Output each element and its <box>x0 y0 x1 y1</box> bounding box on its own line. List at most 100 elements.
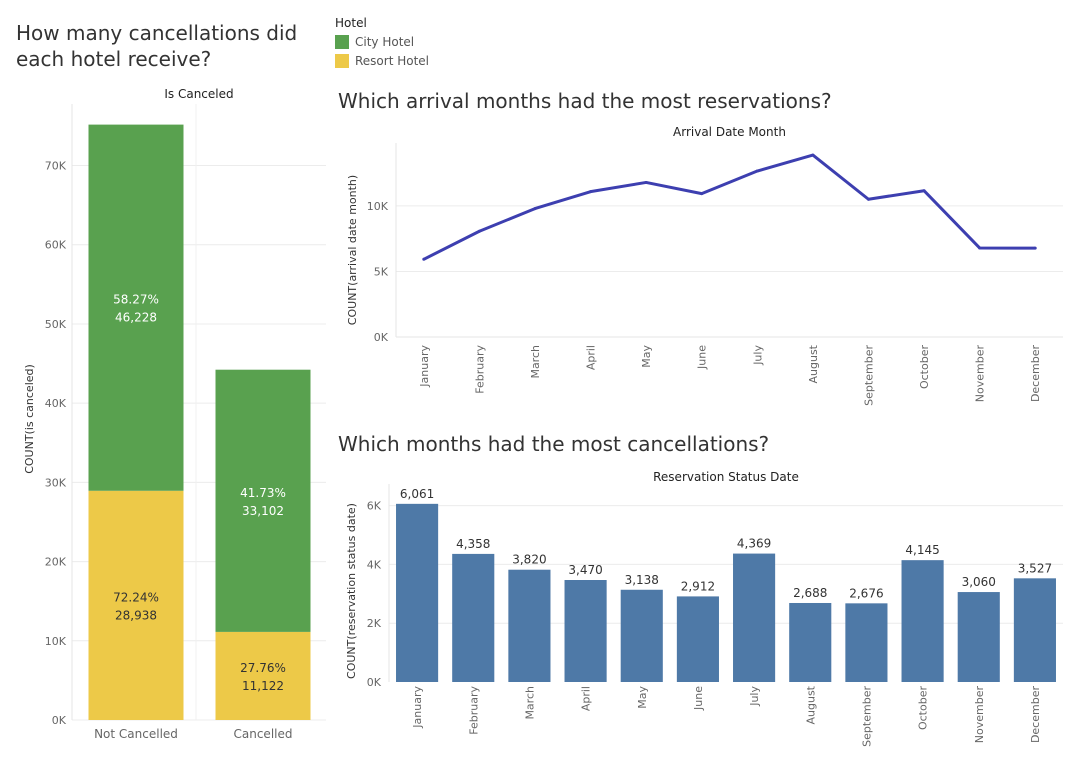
cancel-label-resort-pct: 72.24% <box>113 590 159 604</box>
status-bar <box>676 596 719 682</box>
status-bar <box>957 592 1000 682</box>
legend-item-resort[interactable]: Resort Hotel <box>335 54 429 68</box>
status-y-tick-label: 0K <box>367 676 382 689</box>
cancel-label-resort-pct: 27.76% <box>240 661 286 675</box>
cancel-bar-resort <box>215 631 311 720</box>
arrivals-point <box>533 207 537 211</box>
cancel-y-tick-label: 70K <box>45 160 67 173</box>
cancel-y-tick-label: 30K <box>45 476 67 489</box>
arrivals-title: Which arrival months had the most reserv… <box>338 89 832 113</box>
status-value-label: 4,358 <box>456 537 490 551</box>
arrivals-point <box>644 180 648 184</box>
arrivals-x-tick-label: April <box>585 345 598 370</box>
arrivals-point <box>922 189 926 193</box>
cancel-label-resort-count: 28,938 <box>115 608 157 622</box>
cancel-subtitle: Is Canceled <box>164 87 233 101</box>
arrivals-point <box>477 229 481 233</box>
cancel-label-city-count: 33,102 <box>242 504 284 518</box>
status-value-label: 3,138 <box>625 573 659 587</box>
cancel-bar-city <box>88 124 184 491</box>
arrivals-y-tick-label: 10K <box>367 200 389 213</box>
arrivals-point <box>589 190 593 194</box>
arrivals-x-tick-label: February <box>473 345 486 394</box>
cancel-y-tick-label: 10K <box>45 635 67 648</box>
arrivals-x-tick-label: January <box>418 345 431 388</box>
cancel-label-city-pct: 58.27% <box>113 293 159 307</box>
legend-item-city[interactable]: City Hotel <box>335 35 429 49</box>
arrivals-point <box>1033 246 1037 250</box>
status-subtitle: Reservation Status Date <box>653 470 799 484</box>
arrivals-y-axis-title: COUNT(arrival date month) <box>346 175 359 325</box>
cancel-y-tick-label: 60K <box>45 239 67 252</box>
arrivals-x-tick-label: May <box>640 345 653 368</box>
status-x-tick-label: August <box>804 685 817 724</box>
cancel-label-resort-count: 11,122 <box>242 679 284 693</box>
status-x-tick-label: July <box>748 686 761 707</box>
arrivals-x-tick-label: June <box>696 345 709 370</box>
legend-swatch-city <box>335 35 349 49</box>
arrivals-x-tick-label: December <box>1029 345 1042 403</box>
status-x-tick-label: September <box>860 686 873 747</box>
status-bar <box>789 602 832 682</box>
arrivals-point <box>866 197 870 201</box>
legend: Hotel City Hotel Resort Hotel <box>335 16 429 68</box>
statusdate-chart: Reservation Status Date 0K 2K 4K 6K COUNT(res… <box>345 470 1063 747</box>
cancel-bar-resort <box>88 490 184 720</box>
statusdate-title: Which months had the most cancellations? <box>338 432 770 456</box>
status-bar <box>620 589 663 682</box>
status-value-label: 4,145 <box>905 543 939 557</box>
status-bar <box>564 580 607 682</box>
status-y-tick-label: 4K <box>367 558 382 571</box>
arrivals-x-tick-label: October <box>918 345 931 389</box>
cancel-bar-city <box>215 369 311 632</box>
status-bar <box>452 553 495 682</box>
status-x-tick-label: April <box>580 686 593 711</box>
arrivals-x-tick-label: November <box>974 345 987 403</box>
arrivals-y-tick-label: 5K <box>374 265 389 278</box>
status-value-label: 3,820 <box>512 553 546 567</box>
status-bar <box>396 503 439 682</box>
status-x-tick-label: June <box>692 686 705 711</box>
legend-label-resort: Resort Hotel <box>355 54 430 68</box>
cancel-y-axis-title: COUNT(is canceled) <box>23 364 36 474</box>
cancel-x-tick-label: Cancelled <box>234 727 293 741</box>
status-value-label: 3,527 <box>1018 561 1052 575</box>
status-value-label: 2,688 <box>793 586 827 600</box>
arrivals-series-line <box>423 153 1036 261</box>
cancel-label-city-pct: 41.73% <box>240 486 286 500</box>
cancel-y-tick-label: 0K <box>52 714 67 727</box>
status-x-tick-label: October <box>917 686 930 730</box>
status-bar <box>508 569 551 682</box>
status-bar <box>845 603 888 682</box>
arrivals-x-tick-label: July <box>751 345 764 366</box>
arrivals-point <box>700 192 704 196</box>
status-value-label: 2,912 <box>681 579 715 593</box>
status-value-label: 2,676 <box>849 586 883 600</box>
status-x-tick-label: January <box>411 686 424 729</box>
cancel-y-tick-label: 50K <box>45 318 67 331</box>
legend-title: Hotel <box>335 16 367 30</box>
arrivals-point <box>978 246 982 250</box>
cancel-y-tick-label: 20K <box>45 556 67 569</box>
arrivals-point <box>811 153 815 157</box>
cancel-x-tick-label: Not Cancelled <box>94 727 178 741</box>
arrivals-y-tick-label: 0K <box>374 331 389 344</box>
cancel-y-tick-label: 40K <box>45 397 67 410</box>
legend-swatch-resort <box>335 54 349 68</box>
status-x-tick-label: May <box>636 686 649 709</box>
status-x-tick-label: March <box>523 686 536 720</box>
status-x-tick-label: November <box>973 686 986 744</box>
cancellations-chart: Is Canceled 0K 10K 20K 30K 40K 50K 60K 70K COUNT(… <box>23 87 326 741</box>
status-y-axis-title: COUNT(reservation status date) <box>345 503 358 679</box>
cancellations-title: How many cancellations did each hotel re… <box>16 21 298 71</box>
status-x-tick-label: December <box>1029 686 1042 744</box>
status-value-label: 4,369 <box>737 537 771 551</box>
legend-label-city: City Hotel <box>355 35 415 49</box>
status-value-label: 3,060 <box>962 575 996 589</box>
status-x-tick-label: February <box>467 686 480 735</box>
status-value-label: 6,061 <box>400 487 434 501</box>
cancel-label-city-count: 46,228 <box>115 311 157 325</box>
status-bar <box>901 560 944 682</box>
arrivals-x-tick-label: March <box>529 345 542 379</box>
status-y-tick-label: 6K <box>367 500 382 513</box>
